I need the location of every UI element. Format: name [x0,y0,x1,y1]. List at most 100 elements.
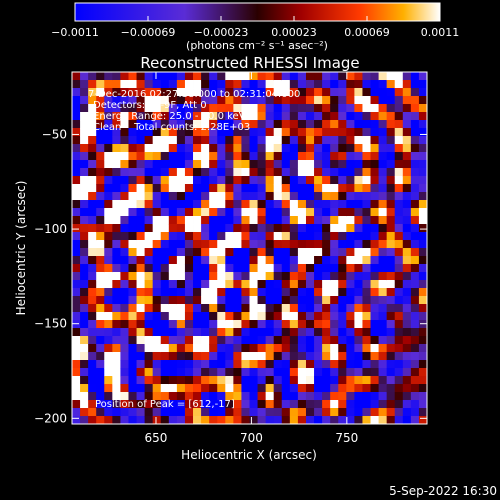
heatmap-cell [273,120,283,129]
heatmap-cell [402,264,412,273]
heatmap-cell [88,392,97,401]
heatmap-cell [402,336,412,345]
heatmap-cell [241,72,250,81]
heatmap-cell [225,392,234,401]
heatmap-cell [217,392,226,401]
heatmap-cell [120,368,129,377]
heatmap-cell [233,272,242,281]
heatmap-cell [362,344,371,353]
heatmap-cell [330,272,339,281]
heatmap-cell [104,176,113,185]
heatmap-cell [305,224,315,233]
heatmap-cell [160,240,170,249]
heatmap-cell [370,376,379,385]
heatmap-cell [233,112,242,121]
heatmap-cell [354,224,363,233]
heatmap-cell [330,256,339,265]
heatmap-cell [72,272,81,281]
heatmap-cell [72,264,81,273]
heatmap-cell [168,368,178,377]
heatmap-cell [265,208,275,217]
heatmap-cell [144,112,154,121]
heatmap-cell [112,264,121,273]
heatmap-cell [233,208,242,217]
heatmap-cell [346,160,355,169]
heatmap-cell [225,192,234,201]
heatmap-cell [193,232,202,241]
heatmap-cell [410,280,420,289]
x-axis-label: Heliocentric X (arcsec) [181,448,317,462]
heatmap-cell [80,408,89,417]
heatmap-cell [72,352,81,361]
heatmap-cell [152,304,162,313]
heatmap-cell [128,120,137,129]
heatmap-cell [410,344,420,353]
heatmap-cell [322,240,331,249]
heatmap-cell [297,184,307,193]
heatmap-cell [72,248,81,257]
heatmap-cell [80,392,89,401]
heatmap-cell [136,120,146,129]
heatmap-cell [193,152,202,161]
heatmap-cell [80,224,89,233]
heatmap-cell [386,384,396,393]
heatmap-cell [418,360,428,369]
heatmap-cell [314,288,323,297]
heatmap-cell [249,112,258,121]
heatmap-cell [418,144,428,153]
heatmap-cell [338,192,347,201]
heatmap-cell [362,136,371,145]
heatmap-cell [354,304,363,313]
heatmap-cell [201,400,210,409]
heatmap-cell [225,352,234,361]
heatmap-cell [152,200,162,209]
heatmap-cell [112,296,121,305]
heatmap-cell [362,328,371,337]
heatmap-cell [249,248,258,257]
heatmap-cell [233,392,242,401]
heatmap-cell [394,136,404,145]
heatmap-cell [128,328,137,337]
heatmap-cell [136,112,146,121]
heatmap-cell [88,88,97,97]
heatmap-cell [249,216,258,225]
heatmap-cell [378,96,388,105]
heatmap-cell [152,288,162,297]
heatmap-cell [72,224,81,233]
heatmap-cell [144,272,154,281]
heatmap-cell [418,344,428,353]
heatmap-cell [410,392,420,401]
heatmap-cell [249,384,258,393]
heatmap-cell [128,416,137,425]
heatmap-cell [193,256,202,265]
heatmap-cell [330,184,339,193]
heatmap-cell [72,344,81,353]
heatmap-cell [402,168,412,177]
heatmap-cell [330,336,339,345]
heatmap-cell [378,408,388,417]
heatmap-cell [322,96,331,105]
heatmap-cell [338,88,347,97]
heatmap-cell [120,304,129,313]
heatmap-cell [418,224,428,233]
heatmap-cell [410,240,420,249]
heatmap-cell [233,288,242,297]
heatmap-cell [193,96,202,105]
heatmap-cell [305,192,315,201]
heatmap-cell [241,120,250,129]
heatmap-cell [297,384,307,393]
heatmap-cell [112,328,121,337]
heatmap-cell [265,72,275,81]
heatmap-cell [128,232,137,241]
heatmap-cell [362,408,371,417]
heatmap-cell [241,160,250,169]
heatmap-cell [80,336,89,345]
heatmap-cell [120,392,129,401]
heatmap-cell [386,160,396,169]
heatmap-cell [265,88,275,97]
heatmap-cell [370,368,379,377]
heatmap-cell [281,264,291,273]
heatmap-cell [305,392,315,401]
heatmap-cell [257,400,267,409]
heatmap-cell [281,312,291,321]
